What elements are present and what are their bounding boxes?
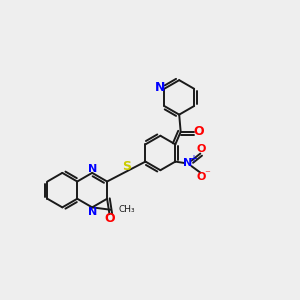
Text: N: N (88, 207, 98, 217)
Text: N: N (183, 158, 192, 168)
Text: O: O (104, 212, 115, 226)
Text: O: O (196, 144, 206, 154)
Text: N: N (88, 164, 97, 174)
Text: N: N (155, 81, 165, 94)
Text: CH₃: CH₃ (118, 205, 135, 214)
Text: O: O (194, 125, 204, 138)
Text: ⁻: ⁻ (205, 169, 210, 179)
Text: S: S (122, 160, 131, 173)
Text: +: + (189, 154, 197, 164)
Text: O: O (196, 172, 206, 182)
